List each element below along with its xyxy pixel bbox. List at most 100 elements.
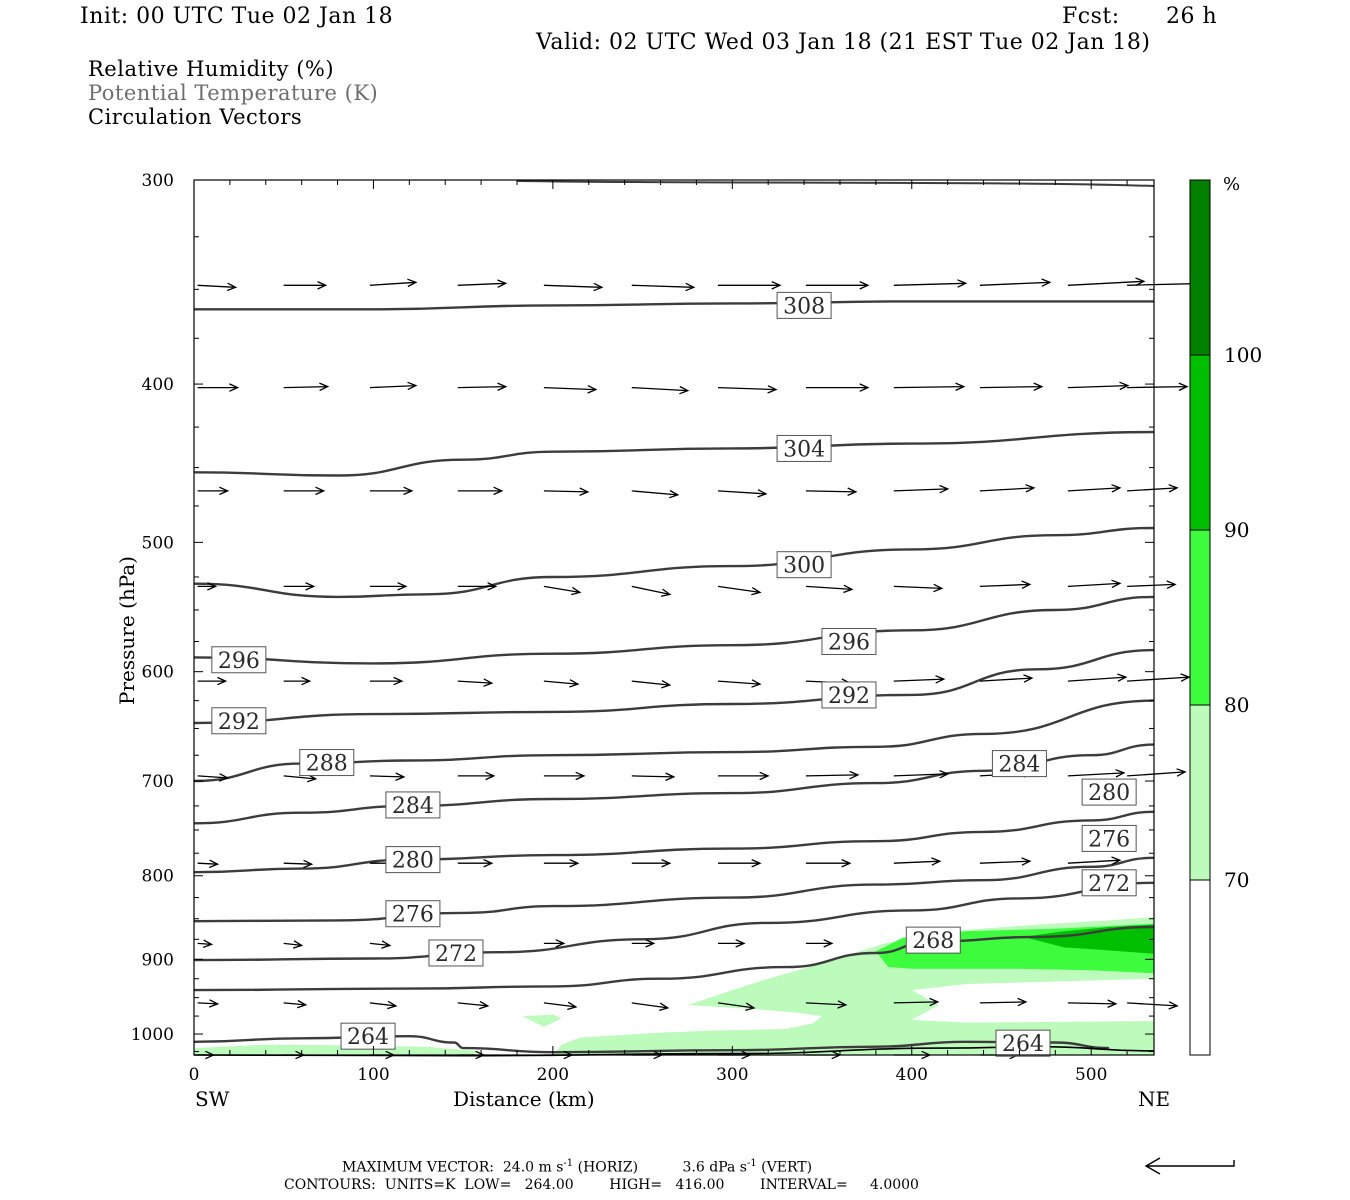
theta-contour-300	[193, 526, 1155, 599]
circulation-vector	[543, 771, 586, 781]
y-tick-label: 400	[142, 375, 174, 395]
circulation-vector	[1127, 1001, 1179, 1010]
contour-label-296: 296	[211, 646, 267, 674]
circulation-vector	[1127, 484, 1179, 493]
circulation-vector	[805, 487, 858, 496]
circulation-vector	[1127, 382, 1189, 391]
contour-label-308: 308	[776, 291, 832, 319]
forecast-label: Fcst:	[1062, 4, 1120, 29]
circulation-vector	[369, 582, 408, 591]
contour-label-276: 276	[385, 900, 441, 928]
contour-label-box	[776, 551, 832, 579]
circulation-vector	[369, 940, 392, 949]
circulation-vector	[631, 489, 680, 499]
field-theta-label: Potential Temperature (K)	[88, 81, 379, 105]
circulation-vector	[979, 857, 1032, 866]
contour-label-text: 264	[347, 1025, 389, 1050]
contour-label-text: 308	[783, 294, 825, 319]
circulation-vector	[1127, 673, 1191, 682]
colorbar: 100 90 80 70%	[1189, 174, 1262, 1056]
theta-contour-272	[193, 881, 1155, 962]
x-tick-label: 500	[1075, 1065, 1107, 1085]
rh-region-90	[1023, 924, 1154, 954]
contour-label-box	[211, 646, 267, 674]
circulation-vector	[457, 279, 508, 288]
circulation-vector	[1067, 381, 1130, 391]
contour-label-box	[428, 939, 484, 967]
circulation-vector	[893, 382, 966, 391]
contour-label-text: 296	[218, 649, 260, 674]
circulation-vector	[543, 1001, 578, 1011]
contour-label-box	[211, 707, 267, 735]
contour-label-284: 284	[991, 750, 1047, 778]
circulation-vector	[197, 486, 230, 496]
circulation-vector	[805, 770, 860, 780]
contour-label-box	[821, 681, 877, 709]
circulation-vector	[283, 582, 316, 591]
contour-label-296: 296	[821, 627, 877, 655]
circulation-vector	[893, 857, 942, 866]
circulation-vector	[369, 676, 404, 686]
circulation-vector	[1067, 579, 1122, 589]
circulation-vector	[369, 772, 406, 781]
forecast-hour: 26 h	[1166, 4, 1218, 29]
circulation-vector	[631, 859, 672, 868]
contour-label-272: 272	[1081, 869, 1137, 897]
contour-label-text: 280	[392, 849, 434, 874]
circulation-vector	[543, 385, 598, 394]
theta-contour-280	[193, 810, 1155, 874]
contour-label-text: 272	[1088, 872, 1130, 897]
circulation-vector	[979, 484, 1036, 493]
colorbar-label: 90	[1224, 518, 1249, 542]
circulation-vector	[1067, 277, 1146, 286]
contour-label-text: 276	[1088, 827, 1130, 852]
contour-label-text: 288	[306, 752, 348, 777]
x-endpoint-left: SW	[195, 1087, 230, 1111]
circulation-vector	[543, 859, 580, 868]
x-tick-label: 300	[716, 1065, 748, 1085]
circulation-vector	[805, 383, 870, 392]
circulation-vector	[805, 1000, 848, 1009]
contour-label-box	[776, 291, 832, 319]
contour-label-text: 296	[828, 630, 870, 655]
y-tick-label: 1000	[131, 1025, 174, 1045]
contour-label-box	[776, 434, 832, 462]
contour-label-268: 268	[905, 926, 961, 954]
circulation-vector	[369, 486, 414, 496]
x-tick-label: 400	[896, 1065, 928, 1085]
circulation-vector	[893, 675, 946, 684]
circulation-vector	[197, 859, 220, 869]
circulation-vector	[197, 676, 228, 686]
max-vector-note: MAXIMUM VECTOR: 24.0 m s-1 (HORIZ) 3.6 d…	[342, 1158, 813, 1176]
circulation-vector	[283, 382, 330, 392]
circulation-vector	[893, 279, 968, 288]
circulation-vector	[893, 769, 950, 779]
circulation-vector	[893, 484, 950, 494]
circulation-vector	[1067, 856, 1122, 865]
contour-label-264: 264	[995, 1029, 1051, 1057]
circulation-vector	[457, 859, 494, 868]
circulation-vector	[979, 674, 1034, 683]
circulation-vector	[457, 486, 504, 496]
circulation-vector	[893, 997, 940, 1007]
circulation-vector	[283, 999, 308, 1009]
contour-label-272: 272	[428, 939, 484, 967]
circulation-vector	[457, 1000, 490, 1010]
init-time: Init: 00 UTC Tue 02 Jan 18	[80, 4, 394, 29]
circulation-vector	[1067, 999, 1118, 1008]
contour-label-box	[385, 900, 441, 928]
circulation-vector	[631, 1002, 670, 1012]
y-tick-label: 800	[142, 867, 174, 887]
circulation-vector	[631, 939, 656, 948]
y-axis-label: Pressure (hPa)	[115, 556, 139, 705]
x-tick-label: 100	[357, 1065, 389, 1085]
circulation-vector	[283, 676, 312, 686]
y-tick-label: 600	[142, 663, 174, 683]
theta-contour-268	[193, 925, 1155, 992]
circulation-vector	[457, 582, 498, 591]
contour-info: CONTOURS: UNITS=K LOW= 264.00 HIGH= 416.…	[284, 1177, 919, 1193]
circulation-vector	[717, 585, 762, 596]
x-tick-label: 200	[537, 1065, 569, 1085]
circulation-vector	[1127, 580, 1177, 589]
theta-contour-layer	[193, 180, 1155, 1057]
